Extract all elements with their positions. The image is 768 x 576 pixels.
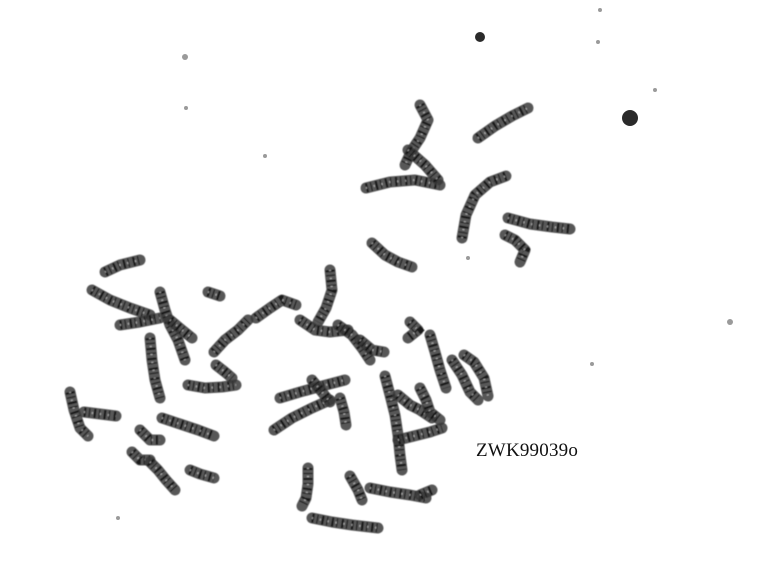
chromosome-bands [400, 102, 434, 167]
debris-speck [116, 516, 120, 520]
chromosome-highlight [169, 319, 193, 339]
chromosome-highlight [301, 468, 309, 507]
chromosome-bands [188, 465, 216, 483]
chromosome [208, 314, 254, 358]
debris-speck [184, 106, 188, 110]
chromosome-highlight [429, 334, 447, 389]
chromosome-bands [418, 485, 434, 500]
debris-speck [182, 54, 188, 60]
chromosome-bands [119, 313, 161, 330]
chromosome-bands [271, 395, 332, 434]
chromosome-highlight [279, 379, 346, 399]
chromosome-highlight [419, 387, 441, 421]
debris-speck [466, 256, 470, 260]
chromosome-bands [103, 255, 142, 277]
chromosome-highlight [255, 298, 297, 319]
chromosome-bands [206, 287, 222, 301]
debris-speck [590, 362, 594, 366]
chromosome-highlight [187, 384, 237, 390]
chromosome-bands [314, 269, 337, 325]
chromosome-bands [308, 377, 334, 405]
chromosome-bands [405, 146, 442, 183]
chromosome [334, 392, 352, 431]
chromosome-bands [395, 391, 435, 422]
debris-speck [727, 319, 733, 325]
chromosome-bands [346, 473, 367, 502]
chromosome-highlight [311, 379, 331, 403]
chromosome-bands [380, 374, 407, 471]
debris-speck [263, 154, 267, 158]
chromosome-highlight [397, 427, 443, 441]
specimen-label: ZWK99039o [476, 440, 579, 461]
chromosome [64, 386, 94, 442]
chromosome-highlight [273, 399, 331, 431]
chromosome [156, 412, 220, 442]
debris-speck [475, 32, 485, 42]
chromosome-highlight [384, 375, 403, 471]
chromosome-bands [357, 336, 385, 357]
chromosome-bands [89, 286, 152, 320]
chromosome-bands [475, 103, 531, 142]
chromosome-highlight [213, 319, 249, 353]
chromosome [446, 354, 484, 406]
chromosome-bands [128, 448, 150, 465]
chromosome-bands [405, 318, 425, 342]
chromosome [360, 174, 446, 194]
chromosome-group [64, 99, 576, 534]
chromosome [312, 264, 338, 328]
chromosome-bands [167, 316, 195, 342]
chromosome-bands [506, 213, 571, 234]
debris-speck [596, 40, 600, 44]
debris-specks [116, 8, 733, 520]
chromosome-bands [136, 426, 160, 445]
chromosome-highlight [371, 242, 413, 268]
chromosome-bands [146, 458, 179, 494]
chromosome-bands [145, 337, 165, 400]
chromosome-bands [278, 375, 347, 403]
chromosome-bands [368, 239, 414, 272]
chromosome-highlight [337, 324, 371, 361]
chromosome-highlight [349, 475, 363, 501]
chromosome-bands [311, 513, 379, 533]
chromosome-bands [213, 361, 235, 382]
chromosome-bands [297, 316, 349, 337]
chromosome-highlight [149, 337, 161, 399]
debris-speck [653, 88, 657, 92]
chromosome-bands [425, 333, 451, 390]
chromosome-bands [457, 171, 508, 239]
chromosome-bands [502, 230, 531, 264]
chromosome-bands [369, 483, 427, 503]
chromosome-bands [187, 380, 237, 393]
chromosome-bands [83, 407, 117, 421]
chromosome-highlight [463, 354, 489, 397]
chromosome-highlight [83, 411, 117, 417]
debris-speck [598, 8, 602, 12]
debris-speck [622, 110, 638, 126]
chromosome-highlight [104, 259, 141, 273]
